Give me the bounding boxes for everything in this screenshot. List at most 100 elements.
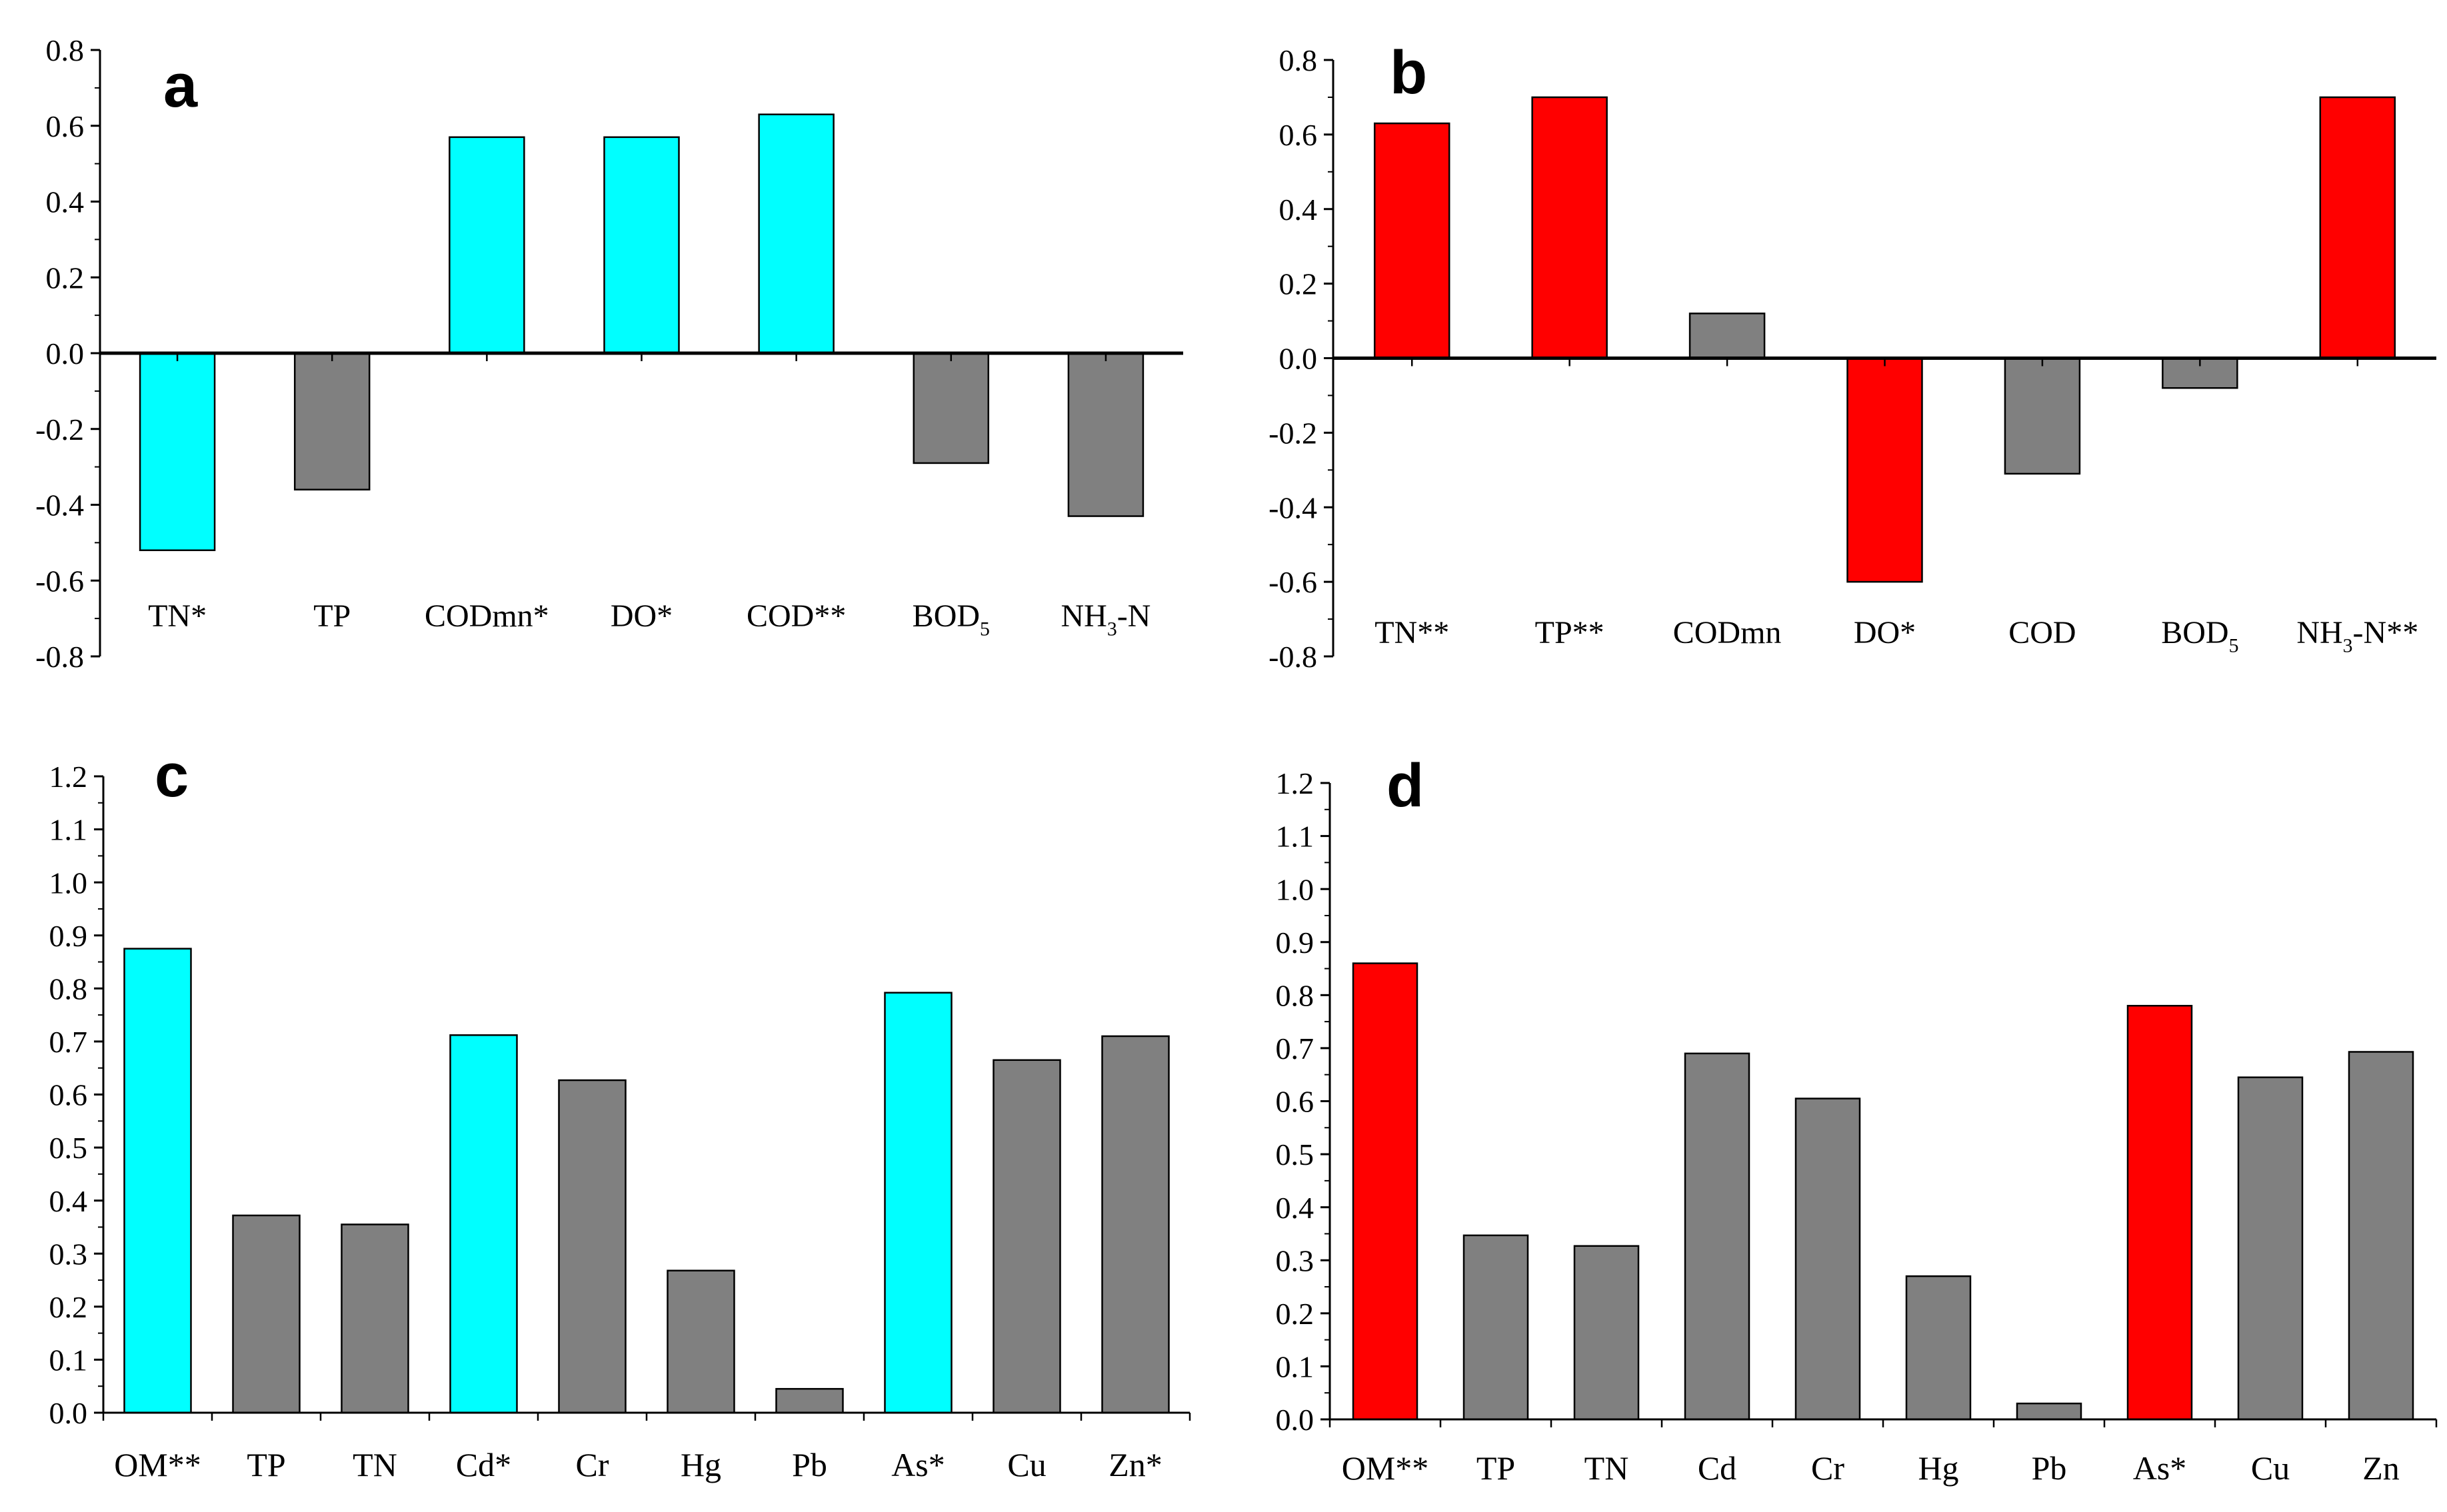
y-tick-label: 0.2 bbox=[1276, 1297, 1314, 1331]
category-label: Hg bbox=[681, 1446, 721, 1483]
y-tick-label: 0.9 bbox=[1276, 926, 1314, 960]
y-tick-label: 0.2 bbox=[49, 1290, 88, 1324]
y-tick-label: 0.7 bbox=[1276, 1032, 1314, 1066]
bar-cd bbox=[449, 1034, 518, 1414]
category-label: TP** bbox=[1535, 615, 1604, 650]
bar-cd bbox=[1684, 1052, 1750, 1421]
bar-as bbox=[884, 992, 953, 1414]
y-tick-label: -0.2 bbox=[35, 412, 84, 446]
y-tick-label: 0.5 bbox=[49, 1131, 88, 1165]
category-label: CODmn bbox=[1673, 615, 1782, 650]
y-tick-label: 0.4 bbox=[1276, 1191, 1314, 1225]
bar-zn bbox=[1101, 1035, 1170, 1414]
bar-bod bbox=[913, 352, 990, 464]
category-label: Zn* bbox=[1109, 1446, 1163, 1483]
bar-zn bbox=[2348, 1051, 2414, 1421]
bar-om bbox=[123, 948, 192, 1414]
bar-cod bbox=[2004, 357, 2081, 475]
y-tick-label: 0.3 bbox=[49, 1237, 88, 1271]
bar-cr bbox=[1794, 1098, 1861, 1421]
category-label: TP bbox=[313, 598, 351, 634]
category-label: TP bbox=[1476, 1449, 1515, 1487]
category-label: TN* bbox=[148, 598, 207, 634]
y-tick-label: -0.2 bbox=[1268, 416, 1317, 450]
panel-b-chart: 0.8 0.6 0.4 0.2 0.0 -0.2 -0.4 -0.6 -0.8 TN** TP** C… bbox=[1268, 39, 2436, 674]
bar-om bbox=[1352, 962, 1418, 1421]
category-label: Hg bbox=[1918, 1449, 1958, 1487]
bar-bod bbox=[2162, 357, 2238, 389]
category-label: TN** bbox=[1374, 615, 1449, 650]
bar-tn bbox=[139, 352, 216, 551]
bar-tp bbox=[293, 352, 371, 490]
bar-codmn bbox=[449, 136, 525, 355]
y-tick-label: 0.3 bbox=[1276, 1243, 1314, 1277]
category-label: CODmn* bbox=[425, 598, 549, 634]
category-label: OM** bbox=[1342, 1449, 1429, 1487]
category-label: Pb bbox=[792, 1446, 827, 1483]
category-label: As* bbox=[891, 1446, 945, 1483]
y-tick-label: 0.1 bbox=[49, 1343, 88, 1377]
category-label: BOD5 bbox=[913, 598, 990, 640]
y-tick-label: 0.8 bbox=[1276, 978, 1314, 1012]
category-label: TP bbox=[247, 1446, 285, 1483]
y-tick-label: 0.6 bbox=[46, 109, 85, 143]
category-label: TN bbox=[353, 1446, 397, 1483]
y-tick-label: 0.2 bbox=[46, 261, 85, 295]
y-tick-label: 1.2 bbox=[49, 760, 88, 794]
y-tick-label: 0.1 bbox=[1276, 1350, 1314, 1384]
bar-codmn bbox=[1688, 313, 1766, 359]
category-label: TN bbox=[1584, 1449, 1629, 1487]
y-tick-label: 1.0 bbox=[49, 866, 88, 900]
y-tick-label: 1.2 bbox=[1276, 766, 1314, 800]
bar-cu bbox=[993, 1059, 1061, 1414]
y-tick-label: 0.7 bbox=[49, 1025, 88, 1059]
y-tick-label: 0.8 bbox=[49, 972, 88, 1006]
y-tick-label: 0.0 bbox=[46, 337, 85, 371]
y-tick-label: 0.6 bbox=[49, 1078, 88, 1112]
bar-pb bbox=[775, 1387, 844, 1414]
y-tick-label: 0.0 bbox=[1279, 342, 1318, 376]
y-tick-label: -0.8 bbox=[1268, 640, 1317, 674]
bar-do bbox=[1846, 357, 1923, 583]
category-label: NH3-N bbox=[1061, 598, 1151, 640]
y-tick-label: 0.6 bbox=[1276, 1085, 1314, 1119]
y-tick-label: 0.6 bbox=[1279, 118, 1318, 152]
y-tick-label: 1.1 bbox=[1276, 820, 1314, 854]
panel-a-chart: 0.8 0.6 0.4 0.2 0.0 -0.2 -0.4 -0.6 -0.8 TN* TP CODm… bbox=[35, 33, 1183, 674]
y-tick-label: -0.8 bbox=[35, 640, 84, 674]
y-tick-label: 0.4 bbox=[1279, 193, 1318, 227]
category-label: OM** bbox=[114, 1446, 201, 1483]
category-label: Cr bbox=[1811, 1449, 1844, 1487]
y-tick-label: 0.8 bbox=[1279, 43, 1318, 77]
y-tick-label: -0.4 bbox=[35, 488, 84, 522]
bar-pb bbox=[2016, 1402, 2082, 1421]
bar-tn bbox=[1373, 122, 1450, 359]
panel-letter: a bbox=[163, 52, 198, 120]
category-label: Cu bbox=[2251, 1449, 2290, 1487]
bar-cr bbox=[558, 1079, 627, 1414]
category-label: BOD5 bbox=[2161, 615, 2238, 656]
bar-tn bbox=[1573, 1245, 1640, 1421]
y-tick-label: 0.2 bbox=[1279, 267, 1318, 301]
y-tick-label: 0.0 bbox=[1276, 1403, 1314, 1437]
category-label: COD** bbox=[747, 598, 846, 634]
y-tick-label: -0.6 bbox=[1268, 565, 1317, 599]
bar-nh bbox=[2319, 96, 2396, 359]
category-label: Pb bbox=[2032, 1449, 2067, 1487]
category-label: Zn bbox=[2362, 1449, 2400, 1487]
panel-letter: c bbox=[155, 742, 189, 810]
category-label: Cr bbox=[576, 1446, 609, 1483]
y-tick-label: -0.6 bbox=[35, 564, 84, 598]
y-tick-label: 0.9 bbox=[49, 919, 88, 953]
category-label: COD bbox=[2008, 615, 2076, 650]
bar-tp bbox=[1531, 96, 1608, 359]
bar-tp bbox=[232, 1214, 301, 1414]
category-label: Cu bbox=[1007, 1446, 1046, 1483]
y-tick-label: 0.4 bbox=[46, 185, 85, 219]
panel-d-chart: 1.2 1.1 1.0 0.9 0.8 0.7 0.6 0.5 0.4 0.3 0.2 0.1 0.0 O… bbox=[1276, 752, 2438, 1487]
category-label: DO* bbox=[611, 598, 673, 634]
y-tick-label: 0.5 bbox=[1276, 1137, 1314, 1171]
panel-letter: b bbox=[1390, 39, 1427, 107]
category-label: Cd* bbox=[456, 1446, 511, 1483]
